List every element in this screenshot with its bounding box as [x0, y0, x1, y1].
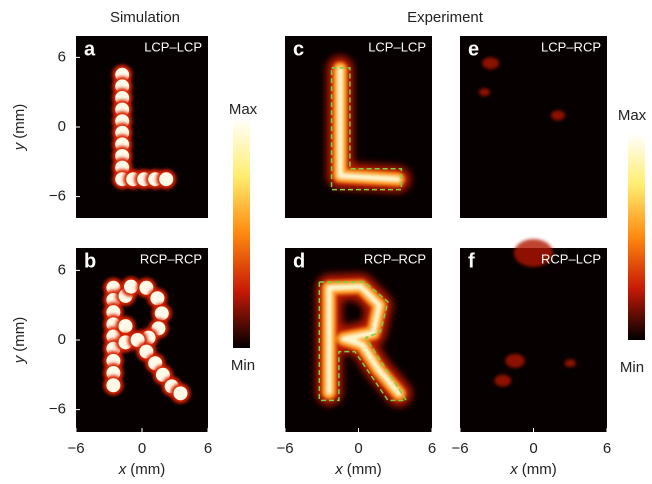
x-tick-label: −6 — [276, 440, 293, 457]
noise — [505, 353, 525, 368]
x-tick-label: 6 — [428, 440, 436, 457]
y-tick-label: 0 — [58, 331, 66, 348]
panel-label: RCP–RCP — [140, 251, 202, 266]
colorbar-min: Min — [231, 357, 255, 374]
panel-label: RCP–LCP — [541, 251, 601, 266]
x-tick-label: 0 — [354, 440, 362, 457]
signal-dot — [150, 291, 165, 306]
axis-var: x — [509, 461, 518, 478]
signal-dot — [106, 378, 121, 393]
panel: d RCP–RCP −6 0 6 — [276, 248, 436, 457]
panel: a LCP–LCP −6 0 6 — [49, 36, 208, 218]
colorbar — [233, 118, 250, 348]
axis-var: y — [11, 354, 28, 364]
noise — [494, 374, 512, 387]
x-tick-label: 0 — [138, 440, 146, 457]
colorbar — [628, 133, 645, 340]
axis-unit: (mm) — [130, 461, 165, 478]
signal-core — [337, 66, 401, 183]
panel-background — [460, 248, 607, 432]
panel: f RCP–LCP −6 0 6 — [451, 239, 611, 457]
column-title: Experiment — [407, 9, 484, 26]
y-axis-label: y (mm) — [11, 317, 28, 364]
axis-var: x — [334, 461, 343, 478]
y-tick-label: −6 — [49, 188, 66, 205]
y-tick-label: 6 — [58, 48, 66, 65]
panel-background — [460, 36, 607, 218]
noise — [551, 110, 565, 121]
x-axis-label: x (mm) — [118, 461, 165, 478]
axis-var: x — [118, 461, 127, 478]
noise — [478, 88, 491, 97]
panel-letter: c — [293, 38, 304, 60]
panel-letter: d — [293, 250, 305, 272]
x-axis-label: x (mm) — [334, 461, 381, 478]
panel-label: LCP–LCP — [144, 39, 202, 54]
x-tick-label: −6 — [451, 440, 468, 457]
x-tick-label: 6 — [603, 440, 611, 457]
signal-dot — [124, 279, 138, 294]
panel-label: LCP–LCP — [368, 39, 426, 54]
signal-dot — [159, 172, 174, 187]
panel-background — [285, 36, 432, 218]
axis-unit: (mm) — [11, 104, 28, 139]
colorbar-max: Max — [618, 107, 647, 124]
x-tick-label: −6 — [67, 440, 84, 457]
y-tick-label: 6 — [58, 261, 66, 278]
axis-unit: (mm) — [522, 461, 557, 478]
panel-letter: e — [468, 38, 479, 60]
signal-dot — [154, 306, 169, 321]
signal-dot — [118, 319, 133, 334]
signal-core — [326, 283, 402, 397]
colorbar-min: Min — [620, 359, 644, 376]
y-tick-label: −6 — [49, 401, 66, 418]
x-tick-label: 0 — [529, 440, 537, 457]
signal-dot — [139, 280, 154, 295]
panel: b RCP–RCP −6 −6 0 0 6 6 — [49, 248, 212, 457]
noise — [482, 57, 500, 70]
axis-var: y — [11, 141, 28, 151]
panel-background — [76, 36, 208, 218]
colorbar-max: Max — [229, 101, 258, 118]
panel: c LCP–LCP — [285, 36, 432, 218]
x-tick-label: 6 — [204, 440, 212, 457]
noise — [513, 239, 554, 267]
y-tick-label: 0 — [58, 118, 66, 135]
panel-label: RCP–RCP — [364, 251, 426, 266]
panel: e LCP–RCP — [460, 36, 607, 218]
panel-label: LCP–RCP — [541, 39, 601, 54]
y-axis-label: y (mm) — [11, 104, 28, 151]
axis-unit: (mm) — [11, 317, 28, 352]
axis-unit: (mm) — [347, 461, 382, 478]
outline — [330, 67, 403, 191]
panel-letter: f — [468, 250, 475, 272]
x-axis-label: x (mm) — [509, 461, 556, 478]
panel-letter: b — [84, 250, 96, 272]
column-title: Simulation — [110, 9, 180, 26]
panel-letter: a — [84, 38, 96, 60]
noise — [564, 359, 576, 368]
signal-dot — [173, 386, 188, 401]
